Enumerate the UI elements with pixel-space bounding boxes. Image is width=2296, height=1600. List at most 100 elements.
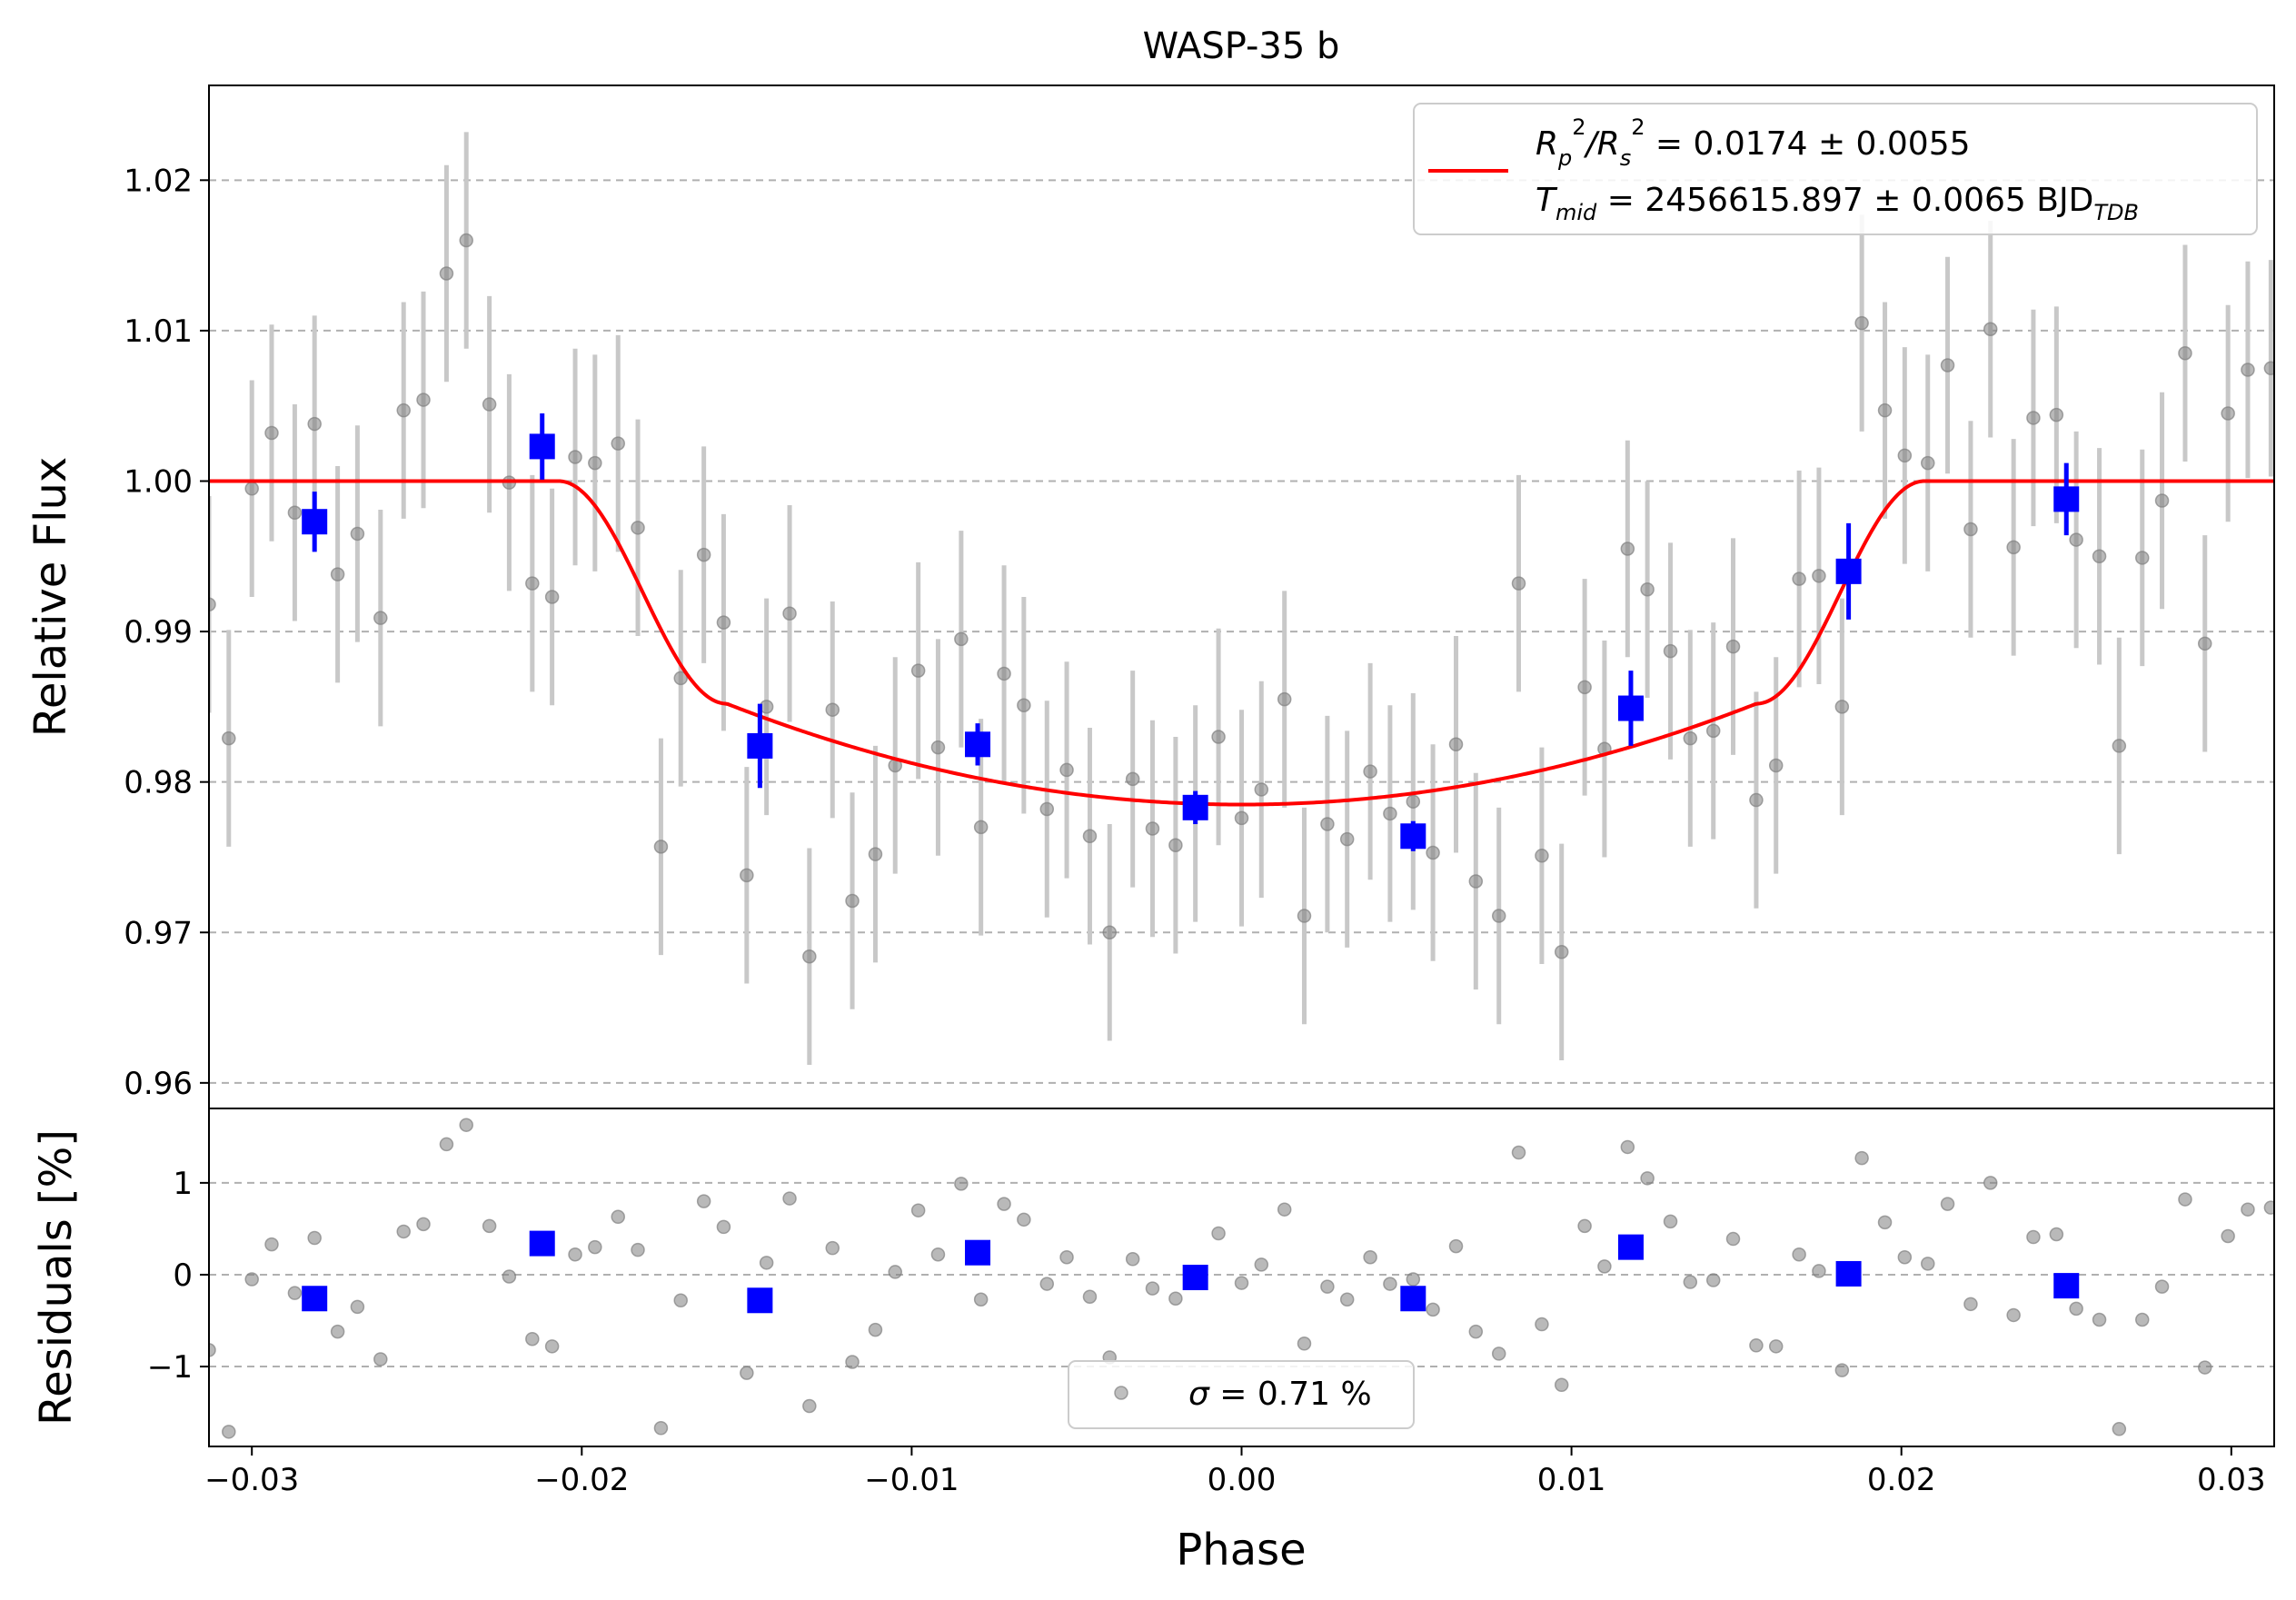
raw-data-point: [930, 740, 946, 755]
raw-residual-point: [1039, 1277, 1055, 1291]
legend-sigma-label: σ = 0.71 %: [1188, 1376, 1372, 1413]
binned-data-point: [747, 732, 773, 759]
raw-residual-point: [1339, 1292, 1355, 1307]
raw-residual-point: [1597, 1259, 1612, 1274]
raw-residual-point: [1683, 1275, 1698, 1289]
raw-data-point: [910, 663, 926, 678]
raw-data-point: [1792, 571, 1806, 586]
raw-data-point: [568, 450, 582, 464]
raw-data-point: [416, 393, 431, 407]
raw-residual-point: [825, 1240, 840, 1256]
raw-residual-point: [1768, 1339, 1784, 1354]
raw-residual-point: [1725, 1231, 1741, 1247]
binned-data-point: [302, 509, 328, 535]
x-tick-label: 0.01: [1537, 1462, 1606, 1498]
raw-data-point: [373, 611, 388, 625]
raw-data-point: [2049, 407, 2064, 422]
residual-y-tick-label: −1: [147, 1349, 193, 1386]
binned-residual-point: [1182, 1265, 1208, 1290]
raw-residual-point: [307, 1230, 322, 1246]
raw-residual-point: [973, 1292, 989, 1307]
raw-data-point: [209, 597, 216, 612]
raw-data-point: [2135, 551, 2150, 565]
raw-data-point: [1768, 758, 1784, 773]
raw-data-point: [2092, 549, 2107, 564]
raw-residual-point: [2135, 1312, 2150, 1327]
raw-residual-point: [2026, 1229, 2041, 1245]
binned-data-points: [302, 412, 2080, 851]
raw-residual-point: [502, 1269, 517, 1284]
raw-residual-point: [350, 1299, 365, 1315]
top-y-tick-label: 0.96: [124, 1066, 193, 1102]
raw-data-point: [802, 949, 817, 964]
raw-data-point: [1383, 806, 1397, 821]
raw-data-point: [1102, 925, 1118, 940]
raw-residual-point: [1448, 1238, 1464, 1254]
raw-data-point: [1491, 909, 1506, 923]
raw-data-point: [1448, 737, 1464, 752]
raw-residual-point: [930, 1247, 946, 1262]
raw-residual-point: [1620, 1139, 1635, 1155]
raw-data-point: [1017, 698, 1031, 712]
raw-residual-point: [459, 1118, 473, 1132]
raw-data-point: [1125, 771, 1140, 787]
raw-residual-point: [1663, 1214, 1678, 1229]
raw-data-point: [1339, 831, 1355, 847]
raw-data-point: [1145, 821, 1160, 836]
raw-data-point: [611, 436, 625, 451]
raw-residual-point: [264, 1237, 279, 1252]
raw-data-point: [1511, 576, 1526, 591]
raw-data-point: [2026, 411, 2041, 425]
residual-y-tick-label: 0: [173, 1257, 193, 1294]
raw-data-point: [1749, 792, 1764, 808]
x-tick-label: 0.02: [1867, 1462, 1936, 1498]
x-tick-label: −0.03: [204, 1462, 299, 1498]
raw-residual-point: [1792, 1247, 1806, 1262]
x-tick-label: −0.02: [534, 1462, 629, 1498]
raw-residual-point: [1468, 1324, 1484, 1339]
raw-residual-point: [631, 1242, 645, 1257]
raw-residual-point: [1940, 1197, 1955, 1211]
raw-residual-point: [1554, 1377, 1569, 1393]
binned-data-point: [1617, 695, 1644, 721]
raw-residual-point: [1577, 1218, 1592, 1234]
raw-data-point: [1468, 874, 1484, 889]
raw-residual-point: [611, 1209, 625, 1225]
raw-data-point: [1234, 810, 1249, 826]
raw-data-point: [845, 893, 860, 909]
binned-residual-point: [302, 1286, 328, 1312]
raw-residual-point: [954, 1177, 969, 1191]
raw-data-point: [1082, 829, 1098, 844]
raw-data-point: [1168, 838, 1183, 852]
raw-data-point: [1254, 782, 1269, 797]
raw-residual-point: [416, 1217, 431, 1232]
raw-residual-point: [1511, 1145, 1526, 1160]
raw-data-point: [1663, 643, 1678, 659]
raw-data-point: [1920, 455, 1935, 471]
raw-data-point: [1039, 801, 1055, 817]
raw-data-point: [631, 521, 645, 535]
raw-residual-point: [716, 1219, 731, 1235]
raw-data-point: [1620, 542, 1635, 556]
raw-data-point: [1725, 639, 1741, 654]
raw-data-point: [1554, 945, 1569, 959]
raw-data-point: [1877, 402, 1893, 418]
bottom-panel-frame: [208, 1108, 2275, 1447]
raw-data-point: [2154, 493, 2170, 508]
raw-residual-point: [2154, 1279, 2170, 1294]
residual-y-tick-label: 1: [173, 1166, 193, 1202]
binned-residual-point: [1400, 1286, 1426, 1312]
raw-data-point: [525, 576, 540, 591]
raw-data-point: [1535, 849, 1549, 863]
raw-data-point: [1940, 358, 1955, 373]
raw-data-point: [1211, 730, 1226, 744]
raw-residual-point: [330, 1324, 345, 1339]
raw-data-point: [2006, 540, 2021, 555]
transit-model-curve: [209, 479, 2274, 807]
raw-data-point: [1059, 762, 1074, 778]
binned-residual-point: [2053, 1273, 2080, 1299]
raw-data-point: [673, 671, 688, 686]
raw-residual-point: [1254, 1257, 1269, 1272]
top-y-tick-label: 0.99: [124, 614, 193, 651]
binned-data-point: [1400, 823, 1426, 850]
